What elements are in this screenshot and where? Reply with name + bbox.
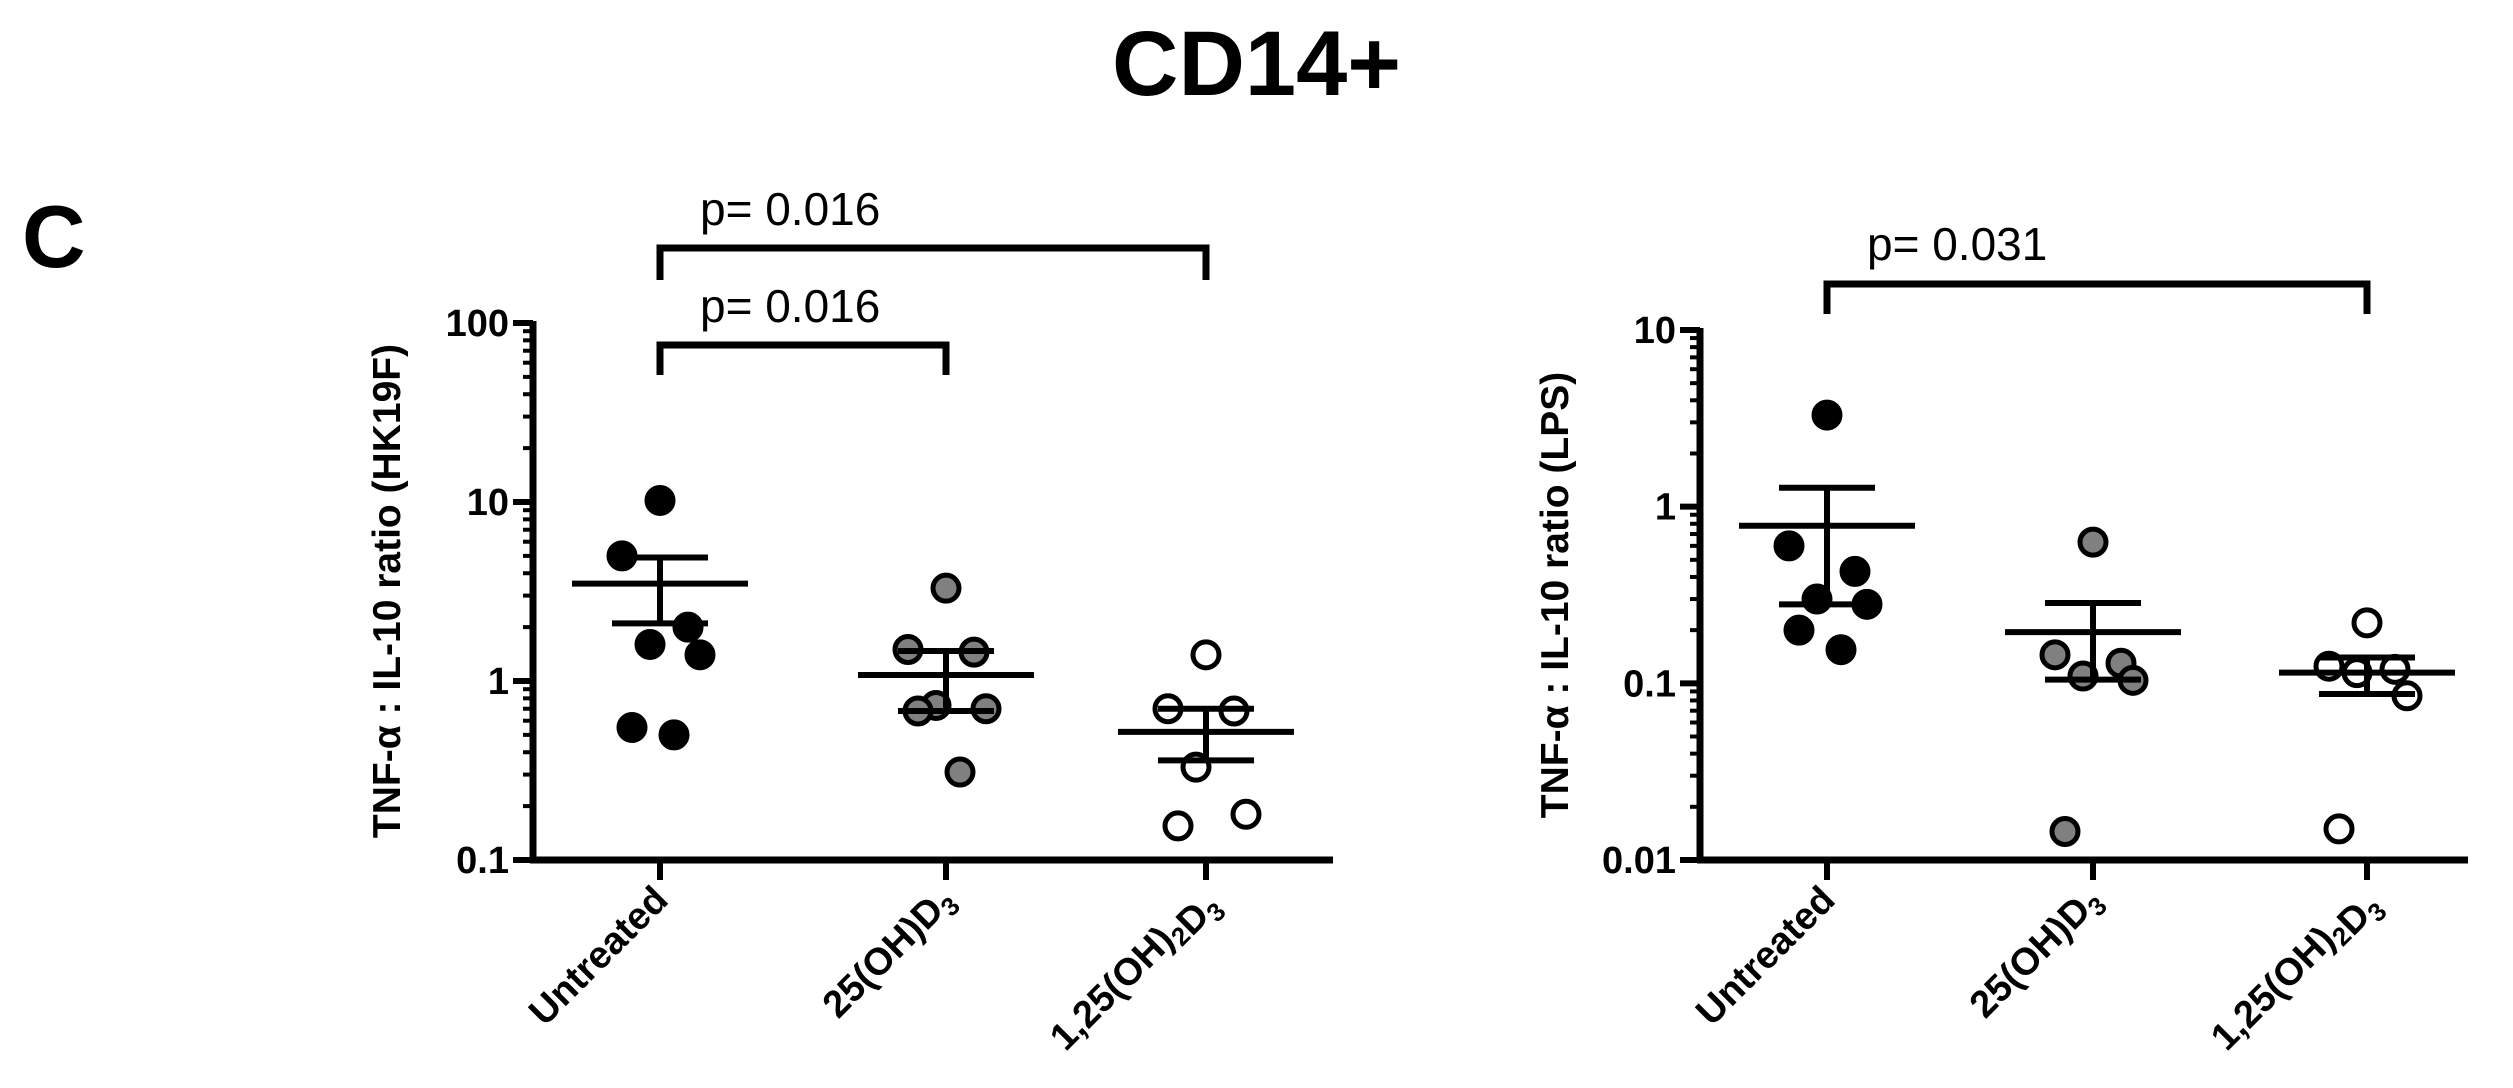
data-point [2039, 639, 2071, 671]
data-point [644, 484, 676, 516]
y-tick-label: 0.1 [456, 840, 509, 882]
x-category-label: 1,25(OH)2D3 [2203, 879, 2392, 1068]
data-point [1825, 634, 1857, 666]
data-point [1783, 614, 1815, 646]
data-point [2077, 526, 2109, 558]
p-value-label: p= 0.031 [1867, 218, 2047, 270]
x-category-label: Untreated [521, 879, 676, 1034]
y-tick-label: 10 [1634, 310, 1676, 352]
panel-label: C [22, 187, 86, 286]
figure-title: CD14+ [1112, 13, 1401, 115]
data-point [944, 756, 976, 788]
x-category-label: 1,25(OH)2D3 [1042, 879, 1231, 1068]
significance-bracket [656, 244, 1210, 280]
p-value-label: p= 0.016 [700, 280, 880, 332]
y-axis-title: TNF-α : IL-10 ratio (HK19F) [366, 344, 409, 838]
data-point [1230, 798, 1262, 830]
chart-hk19f: 0.1 1 10 100 TNF-α : IL-10 ratio (HK19F) Untr… [366, 183, 1333, 1068]
data-point [616, 711, 648, 743]
y-tick-label: 1 [488, 661, 509, 703]
data-point [1839, 555, 1871, 587]
data-point [1773, 530, 1805, 562]
x-category-label: 25(OH)D3 [815, 879, 966, 1030]
data-point [1162, 810, 1194, 842]
y-tick-label: 0.01 [1602, 840, 1676, 882]
data-point [1811, 399, 1843, 431]
y-tick-label: 10 [467, 482, 509, 524]
y-tick-label: 1 [1655, 487, 1676, 529]
significance-bracket [656, 341, 950, 375]
data-point [2351, 607, 2383, 639]
data-point [1190, 639, 1222, 671]
x-category-label: Untreated [1688, 879, 1843, 1034]
data-point [634, 628, 666, 660]
data-point [672, 611, 704, 643]
data-point [2323, 813, 2355, 845]
data-point [2049, 815, 2081, 847]
data-point [930, 572, 962, 604]
p-value-label: p= 0.016 [700, 183, 880, 235]
y-tick-label: 0.1 [1623, 663, 1676, 705]
data-point [684, 639, 716, 671]
y-axis-title: TNF-α : IL-10 ratio (LPS) [1534, 372, 1577, 818]
x-category-label: 25(OH)D3 [1962, 879, 2113, 1030]
data-point [658, 719, 690, 751]
y-tick-label: 100 [446, 303, 509, 345]
chart-lps: 0.01 0.1 1 10 TNF-α : IL-10 ratio (LPS) Untre… [1534, 218, 2468, 1068]
significance-bracket [1823, 280, 2371, 314]
